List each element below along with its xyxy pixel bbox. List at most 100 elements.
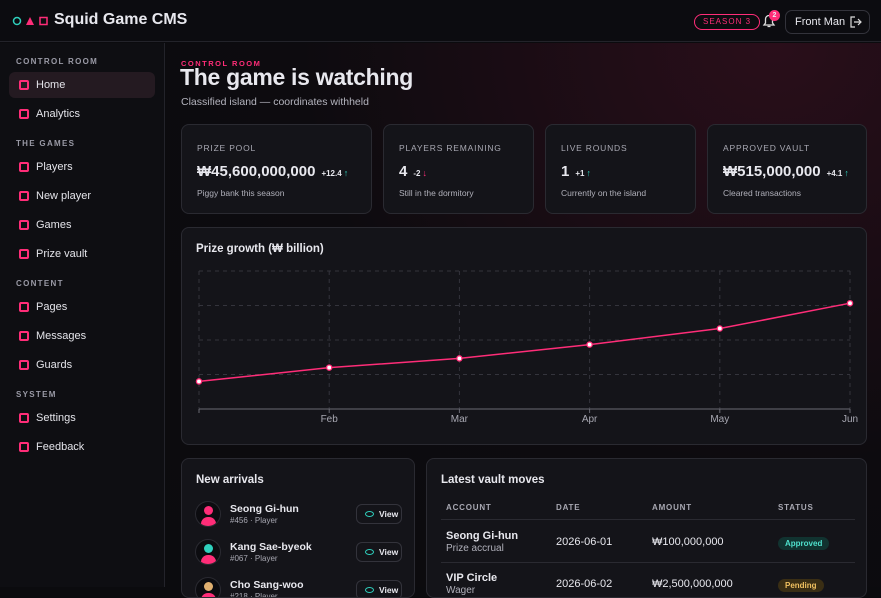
point: [456, 355, 463, 362]
view-label: View: [379, 509, 399, 519]
delta-arrow: ↑: [343, 168, 349, 178]
stat-value: ₩515,000,000 +4.1 ↑: [723, 163, 849, 180]
nav-label: Feedback: [36, 441, 85, 453]
x-tick-label: Feb: [321, 414, 339, 425]
account: VIP Circle: [446, 572, 498, 584]
delta-arrow: ↑: [844, 168, 849, 178]
line: [198, 302, 851, 383]
nav-icon: [19, 109, 29, 119]
nav-item[interactable]: Pages: [9, 294, 155, 320]
nav-item[interactable]: Messages: [9, 323, 155, 349]
view-button[interactable]: View: [356, 542, 402, 562]
arrival-name: Cho Sang-woo: [230, 579, 304, 591]
nav-item[interactable]: Prize vault: [9, 241, 155, 267]
avatar-body: [201, 555, 216, 564]
status-pill: Approved: [778, 537, 830, 550]
stat-label: PLAYERS REMAINING: [399, 143, 502, 153]
x-tick-label: Mar: [451, 414, 469, 425]
stat-delta: +1: [575, 169, 585, 178]
arrivals-title: New arrivals: [196, 474, 264, 486]
nav-label: Players: [36, 161, 73, 173]
stat-value: 4 -2 ↓: [399, 163, 427, 180]
nav-label: New player: [36, 190, 92, 202]
stat-card: PRIZE POOL ₩45,600,000,000 +12.4 ↑ Piggy ban…: [181, 124, 372, 214]
section-title: CONTROL ROOM: [16, 57, 99, 66]
nav-icon: [19, 360, 29, 370]
date: 2026-06-02: [556, 578, 613, 590]
nav-icon: [19, 162, 29, 172]
account: Seong Gi-hun: [446, 530, 519, 542]
nav-icon: [19, 80, 29, 90]
nav-item[interactable]: New player: [9, 183, 155, 209]
arrivals-panel: New arrivals Seong Gi-hun #456 · Player Vi…: [181, 458, 415, 598]
stat-note: Currently on the island: [561, 188, 647, 198]
x-tick-label: Jun: [842, 414, 858, 425]
brand: Squid Game CMS: [54, 11, 188, 28]
nav-icon: [19, 413, 29, 423]
amount: ₩100,000,000: [652, 536, 724, 548]
nav-label: Home: [36, 79, 66, 91]
nav-item[interactable]: Home: [9, 72, 155, 98]
nav-item[interactable]: Games: [9, 212, 155, 238]
stat-delta: +4.1: [826, 169, 843, 178]
nav-item[interactable]: Settings: [9, 405, 155, 431]
vault-title: Latest vault moves: [441, 474, 545, 486]
avatar: [195, 539, 221, 565]
chart: Feb Mar Apr May Jun: [195, 270, 858, 425]
stat-number: ₩45,600,000,000: [197, 163, 316, 180]
page-title: The game is watching: [180, 64, 413, 90]
nav-icon: [19, 331, 29, 341]
page-subtitle: Classified island — coordinates withheld: [181, 96, 369, 108]
nav-icon: [19, 249, 29, 259]
arrival-name: Seong Gi-hun: [230, 503, 299, 515]
point: [846, 299, 854, 307]
stat-note: Still in the dormitory: [399, 188, 474, 198]
arrival-meta: #218 · Player: [230, 592, 278, 598]
vault-panel: Latest vault moves ACCOUNT DATE AMOUNT STAT…: [426, 458, 867, 598]
stat-label: LIVE ROUNDS: [561, 143, 628, 153]
amount: ₩2,500,000,000: [652, 578, 733, 590]
stat-delta: -2: [413, 169, 421, 178]
view-button[interactable]: View: [356, 504, 402, 524]
avatar-head: [204, 544, 213, 553]
view-label: View: [379, 547, 399, 557]
view-button[interactable]: View: [356, 580, 402, 597]
nav-icon: [19, 302, 29, 312]
chart-title: Prize growth (₩ billion): [196, 243, 324, 255]
user-button[interactable]: Front Man: [785, 10, 870, 34]
nav-item[interactable]: Guards: [9, 352, 155, 378]
chart-panel: Prize growth (₩ billion) Feb Mar Apr May Jun: [181, 227, 867, 445]
status-pill: Pending: [778, 579, 824, 592]
stat-note: Piggy bank this season: [197, 188, 285, 198]
arrival-name: Kang Sae-byeok: [230, 541, 312, 553]
nav-label: Pages: [36, 301, 68, 313]
eye-icon: [365, 511, 374, 517]
season-badge: SEASON 3: [694, 14, 761, 30]
point: [586, 341, 593, 348]
nav-icon: [19, 220, 29, 230]
eye-icon: [365, 549, 374, 555]
top-bar: Squid Game CMS SEASON 3 2 Front Man: [0, 0, 881, 42]
avatar-body: [201, 593, 216, 597]
avatar: [195, 501, 221, 527]
point: [325, 364, 333, 371]
nav-item[interactable]: Analytics: [9, 101, 155, 127]
stat-label: PRIZE POOL: [197, 143, 257, 153]
stat-number: ₩515,000,000: [723, 163, 821, 180]
column-header: STATUS: [778, 503, 814, 512]
nav-label: Settings: [36, 412, 76, 424]
column-header: DATE: [556, 503, 581, 512]
nav-label: Games: [36, 219, 72, 231]
stat-note: Cleared transactions: [723, 188, 801, 198]
stat-number: 4: [399, 163, 408, 180]
arrival-meta: #067 · Player: [230, 554, 278, 563]
point: [195, 378, 203, 385]
nav-label: Prize vault: [36, 248, 88, 260]
nav-item[interactable]: Players: [9, 154, 155, 180]
nav-icon: [19, 191, 29, 201]
user-name: Front Man: [795, 16, 846, 28]
nav-item[interactable]: Feedback: [9, 434, 155, 460]
sidebar: CONTROL ROOM Home Analytics THE GAMES Player…: [0, 43, 165, 587]
x-tick-label: May: [710, 414, 729, 425]
